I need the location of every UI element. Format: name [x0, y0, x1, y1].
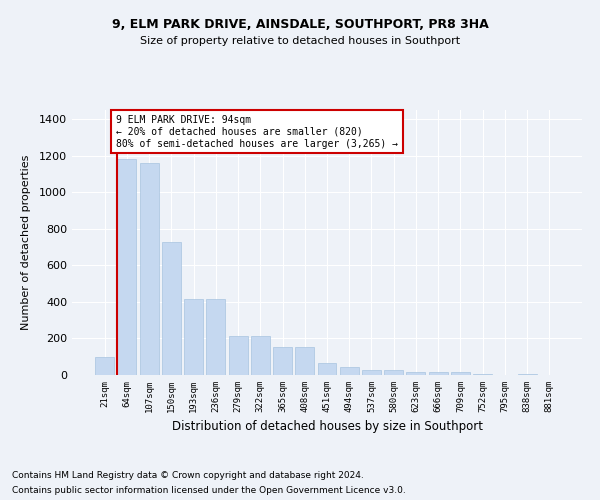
Text: 9 ELM PARK DRIVE: 94sqm
← 20% of detached houses are smaller (820)
80% of semi-d: 9 ELM PARK DRIVE: 94sqm ← 20% of detache… — [116, 116, 398, 148]
Text: 9, ELM PARK DRIVE, AINSDALE, SOUTHPORT, PR8 3HA: 9, ELM PARK DRIVE, AINSDALE, SOUTHPORT, … — [112, 18, 488, 30]
Bar — [362, 370, 381, 375]
Bar — [406, 372, 425, 375]
Bar — [206, 299, 225, 375]
Bar — [273, 346, 292, 375]
Bar — [429, 372, 448, 375]
Text: Contains public sector information licensed under the Open Government Licence v3: Contains public sector information licen… — [12, 486, 406, 495]
Bar — [229, 336, 248, 375]
Bar — [184, 299, 203, 375]
Bar — [451, 372, 470, 375]
Text: Contains HM Land Registry data © Crown copyright and database right 2024.: Contains HM Land Registry data © Crown c… — [12, 471, 364, 480]
Text: Size of property relative to detached houses in Southport: Size of property relative to detached ho… — [140, 36, 460, 46]
X-axis label: Distribution of detached houses by size in Southport: Distribution of detached houses by size … — [172, 420, 482, 434]
Bar — [118, 160, 136, 375]
Bar — [340, 367, 359, 375]
Bar — [140, 163, 158, 375]
Y-axis label: Number of detached properties: Number of detached properties — [20, 155, 31, 330]
Bar — [317, 363, 337, 375]
Bar — [473, 374, 492, 375]
Bar — [162, 242, 181, 375]
Bar — [518, 374, 536, 375]
Bar — [95, 356, 114, 375]
Bar — [251, 336, 270, 375]
Bar — [295, 346, 314, 375]
Bar — [384, 370, 403, 375]
